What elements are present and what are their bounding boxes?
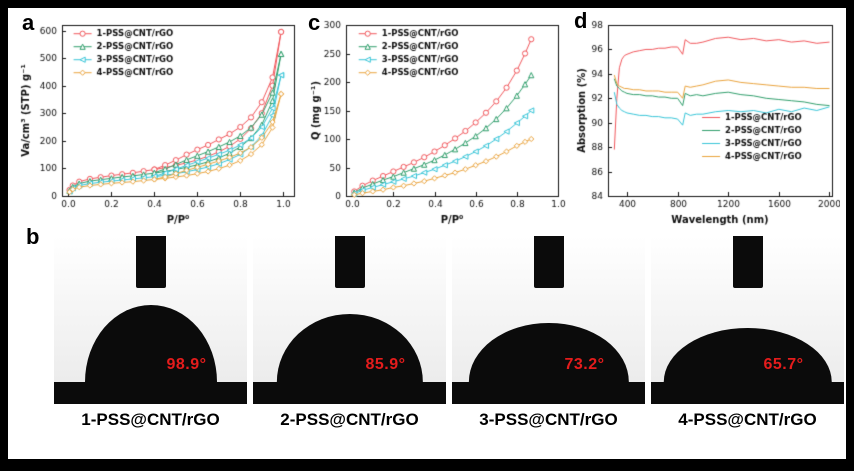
substrate-band	[452, 382, 645, 404]
substrate-band	[651, 382, 844, 404]
sample-label: 4-PSS@CNT/rGO	[678, 410, 817, 429]
droplet-dome	[468, 322, 629, 382]
substrate-band	[54, 382, 247, 404]
droplet-dome	[663, 327, 832, 382]
chart-d-absorption-spectrum	[572, 16, 840, 228]
panel-label-d: d	[574, 8, 588, 33]
chart-c-adsorption-capacity	[306, 16, 566, 228]
dispenser-needle-icon	[334, 236, 365, 288]
dispenser-needle-icon	[533, 236, 564, 288]
contact-angle-photo: 65.7°	[651, 236, 844, 404]
contact-angle-cell-2: 85.9° 2-PSS@CNT/rGO	[253, 236, 446, 430]
contact-angle-value: 65.7°	[763, 356, 804, 373]
panel-label-a: a	[22, 10, 35, 35]
dispenser-needle-icon	[732, 236, 763, 288]
contact-angle-photo: 85.9°	[253, 236, 446, 404]
sample-label: 1-PSS@CNT/rGO	[81, 410, 220, 429]
figure-canvas: a c d b 98.9° 1-PSS@CNT/rGO	[8, 8, 846, 459]
contact-angle-value: 98.9°	[166, 356, 207, 373]
dispenser-needle-icon	[135, 236, 166, 288]
contact-angle-row: 98.9° 1-PSS@CNT/rGO 85.9° 2-PSS@CNT/rGO	[54, 236, 844, 430]
panel-label-b: b	[26, 224, 40, 249]
panel-label-c: c	[308, 10, 321, 35]
contact-angle-cell-1: 98.9° 1-PSS@CNT/rGO	[54, 236, 247, 430]
substrate-band	[253, 382, 446, 404]
contact-angle-cell-4: 65.7° 4-PSS@CNT/rGO	[651, 236, 844, 430]
contact-angle-cell-3: 73.2° 3-PSS@CNT/rGO	[452, 236, 645, 430]
contact-angle-value: 85.9°	[365, 356, 406, 373]
contact-angle-photo: 73.2°	[452, 236, 645, 404]
sample-label: 2-PSS@CNT/rGO	[280, 410, 419, 429]
contact-angle-value: 73.2°	[564, 356, 605, 373]
sample-label: 3-PSS@CNT/rGO	[479, 410, 618, 429]
contact-angle-photo: 98.9°	[54, 236, 247, 404]
chart-a-nitrogen-isotherm	[16, 16, 302, 228]
